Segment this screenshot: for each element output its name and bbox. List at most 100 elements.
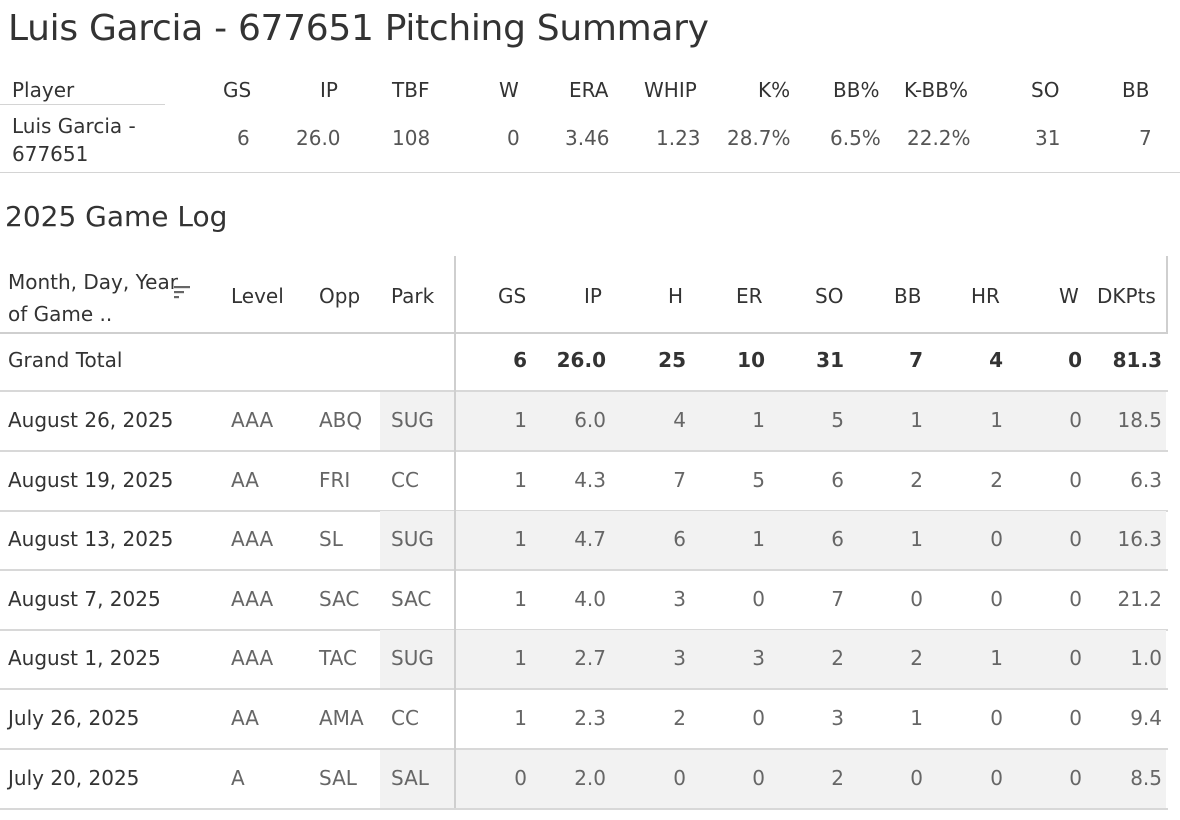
cell-dkpts: 9.4 bbox=[1130, 706, 1162, 730]
table-row[interactable]: August 19, 2025 AA FRI CC 1 4.3 7 5 6 2 2 0 6.3 bbox=[0, 451, 1168, 512]
sort-icon[interactable] bbox=[172, 282, 192, 302]
summary-header-bb-pct: BB% bbox=[833, 78, 880, 102]
park-cell-shading bbox=[380, 630, 454, 689]
cell-level: AA bbox=[231, 467, 259, 492]
table-row[interactable]: July 26, 2025 AA AMA CC 1 2.3 2 0 3 1 0 0 9.4 bbox=[0, 690, 1168, 750]
header-opp[interactable]: Opp bbox=[319, 284, 361, 308]
cell-ip: 4.3 bbox=[574, 467, 606, 492]
cell-gs: 1 bbox=[514, 706, 527, 730]
cell-bb: 0 bbox=[910, 765, 923, 790]
cell-gs: 1 bbox=[514, 467, 527, 492]
header-hr[interactable]: HR bbox=[971, 284, 1000, 308]
cell-so: 7 bbox=[831, 586, 844, 611]
summary-bb-pct: 6.5% bbox=[830, 126, 881, 150]
grand-total-label: Grand Total bbox=[8, 348, 123, 372]
page-title: Luis Garcia - 677651 Pitching Summary bbox=[8, 8, 709, 49]
cell-so: 31 bbox=[816, 348, 844, 372]
cell-ip: 4.7 bbox=[574, 527, 606, 552]
cell-bb: 2 bbox=[910, 646, 923, 671]
cell-date: July 26, 2025 bbox=[8, 706, 140, 730]
summary-header-player: Player bbox=[12, 78, 75, 102]
cell-hr: 4 bbox=[989, 348, 1003, 372]
sort-icon-graphic bbox=[174, 286, 190, 299]
table-row[interactable]: July 20, 2025 A SAL SAL 0 2.0 0 0 2 0 0 0 8.5 bbox=[0, 749, 1168, 810]
cell-ip: 6.0 bbox=[574, 408, 606, 432]
cell-bb: 1 bbox=[910, 527, 923, 552]
summary-header-era: ERA bbox=[569, 78, 609, 102]
cell-level: AA bbox=[231, 706, 259, 730]
column-divider bbox=[454, 256, 456, 808]
table-row[interactable]: August 13, 2025 AAA SL SUG 1 4.7 6 1 6 1 0 0 16.3 bbox=[0, 511, 1168, 572]
cell-park: SAC bbox=[391, 586, 432, 611]
header-bb[interactable]: BB bbox=[894, 284, 922, 308]
summary-header-k-bb-pct: K-BB% bbox=[904, 78, 968, 102]
cell-hr: 0 bbox=[990, 527, 1003, 552]
summary-header-whip: WHIP bbox=[644, 78, 697, 102]
cell-w: 0 bbox=[1069, 765, 1082, 790]
cell-so: 5 bbox=[831, 408, 844, 432]
summary-header-k-pct: K% bbox=[758, 78, 791, 102]
cell-w: 0 bbox=[1069, 408, 1082, 432]
summary-k-pct: 28.7% bbox=[727, 126, 791, 150]
cell-so: 6 bbox=[831, 527, 844, 552]
grand-total-row[interactable]: Grand Total 6 26.0 25 10 31 7 4 0 81.3 bbox=[0, 332, 1168, 392]
cell-er: 0 bbox=[752, 586, 765, 611]
game-log-title: 2025 Game Log bbox=[5, 200, 228, 233]
table-row[interactable]: August 7, 2025 AAA SAC SAC 1 4.0 3 0 7 0 0 0 21.2 bbox=[0, 570, 1168, 631]
header-er[interactable]: ER bbox=[736, 284, 763, 308]
header-gs[interactable]: GS bbox=[498, 284, 527, 308]
cell-park: SAL bbox=[391, 765, 429, 790]
cell-so: 6 bbox=[831, 467, 844, 492]
cell-w: 0 bbox=[1069, 706, 1082, 730]
summary-tbf: 108 bbox=[392, 126, 431, 150]
cell-bb: 1 bbox=[910, 706, 923, 730]
park-cell-shading bbox=[380, 749, 454, 808]
header-so[interactable]: SO bbox=[815, 284, 844, 308]
cell-dkpts: 16.3 bbox=[1117, 527, 1162, 552]
table-row[interactable]: August 1, 2025 AAA TAC SUG 1 2.7 3 3 2 2 1 0 1.0 bbox=[0, 630, 1168, 691]
cell-hr: 2 bbox=[990, 467, 1003, 492]
header-dkpts[interactable]: DKPts bbox=[1097, 284, 1156, 308]
summary-header-ip: IP bbox=[320, 78, 338, 102]
header-date[interactable]: Month, Day, Year of Game .. bbox=[8, 270, 178, 326]
cell-level: AAA bbox=[231, 586, 274, 611]
cell-opp: SAC bbox=[319, 586, 360, 611]
header-h[interactable]: H bbox=[668, 284, 684, 308]
summary-data-row: Luis Garcia - 677651 6 26.0 108 0 3.46 1… bbox=[0, 110, 1180, 173]
measure-cell-shading bbox=[456, 749, 1166, 808]
cell-dkpts: 6.3 bbox=[1130, 467, 1162, 492]
cell-hr: 1 bbox=[990, 408, 1003, 432]
header-w[interactable]: W bbox=[1059, 284, 1079, 308]
cell-w: 0 bbox=[1069, 646, 1082, 671]
cell-w: 0 bbox=[1069, 527, 1082, 552]
header-level[interactable]: Level bbox=[231, 284, 284, 308]
measure-cell-shading bbox=[456, 511, 1166, 570]
table-row[interactable]: August 26, 2025 AAA ABQ SUG 1 6.0 4 1 5 1 1 0 18.5 bbox=[0, 392, 1168, 452]
header-park[interactable]: Park bbox=[391, 284, 435, 308]
cell-w: 0 bbox=[1069, 467, 1082, 492]
cell-bb: 0 bbox=[910, 586, 923, 611]
cell-gs: 1 bbox=[514, 586, 527, 611]
cell-date: August 19, 2025 bbox=[8, 467, 174, 492]
cell-gs: 6 bbox=[513, 348, 527, 372]
cell-er: 0 bbox=[752, 765, 765, 790]
cell-dkpts: 18.5 bbox=[1117, 408, 1162, 432]
cell-ip: 2.3 bbox=[574, 706, 606, 730]
cell-park: SUG bbox=[391, 408, 434, 432]
cell-dkpts: 8.5 bbox=[1130, 765, 1162, 790]
cell-gs: 1 bbox=[514, 646, 527, 671]
cell-hr: 0 bbox=[990, 706, 1003, 730]
header-ip[interactable]: IP bbox=[584, 284, 602, 308]
cell-level: AAA bbox=[231, 646, 274, 671]
cell-gs: 0 bbox=[514, 765, 527, 790]
cell-w: 0 bbox=[1068, 348, 1082, 372]
cell-h: 3 bbox=[673, 646, 686, 671]
cell-h: 2 bbox=[673, 706, 686, 730]
cell-h: 6 bbox=[673, 527, 686, 552]
cell-opp: SAL bbox=[319, 765, 357, 790]
summary-header-bb: BB bbox=[1122, 78, 1150, 102]
cell-er: 10 bbox=[737, 348, 765, 372]
cell-ip: 2.7 bbox=[574, 646, 606, 671]
cell-hr: 0 bbox=[990, 586, 1003, 611]
park-cell-shading bbox=[380, 392, 454, 450]
